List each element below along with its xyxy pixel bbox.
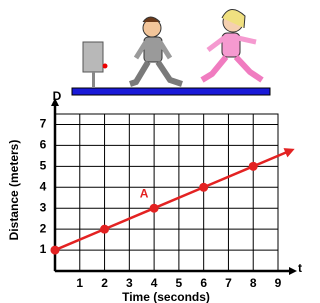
point <box>199 183 208 192</box>
signal-light <box>103 64 108 69</box>
signal-pole <box>92 72 95 88</box>
annotation: A <box>140 186 149 200</box>
x-axis-symbol: t <box>298 261 302 275</box>
illustration <box>72 9 270 95</box>
runner <box>202 9 262 80</box>
x-tick-label: 4 <box>151 276 158 290</box>
y-tick-label: 2 <box>40 221 47 235</box>
x-tick-label: 8 <box>250 276 257 290</box>
signal-box <box>83 42 103 72</box>
x-tick-label: 7 <box>225 276 232 290</box>
x-tick-label: 6 <box>200 276 207 290</box>
walker <box>130 17 182 84</box>
x-tick-label: 2 <box>101 276 108 290</box>
y-tick-label: 7 <box>40 117 47 131</box>
point <box>150 204 159 213</box>
y-tick-label: 5 <box>40 159 47 173</box>
platform <box>72 88 270 95</box>
x-tick-label: 5 <box>176 276 183 290</box>
y-tick-label: 3 <box>40 200 47 214</box>
y-tick-label: 6 <box>40 138 47 152</box>
point <box>100 225 109 234</box>
x-axis-arrow <box>289 267 297 275</box>
y-axis-title: Distance (meters) <box>7 140 21 241</box>
chart: Distance (meters) Time (seconds) D t 123… <box>0 0 307 303</box>
x-tick-label: 1 <box>76 276 83 290</box>
y-tick-label: 4 <box>40 179 47 193</box>
plot-area <box>55 114 278 271</box>
point <box>249 162 258 171</box>
point <box>51 246 60 255</box>
x-tick-label: 9 <box>275 276 282 290</box>
x-tick-label: 3 <box>126 276 133 290</box>
x-axis-title: Time (seconds) <box>122 290 210 303</box>
y-tick-label: 1 <box>40 242 47 256</box>
